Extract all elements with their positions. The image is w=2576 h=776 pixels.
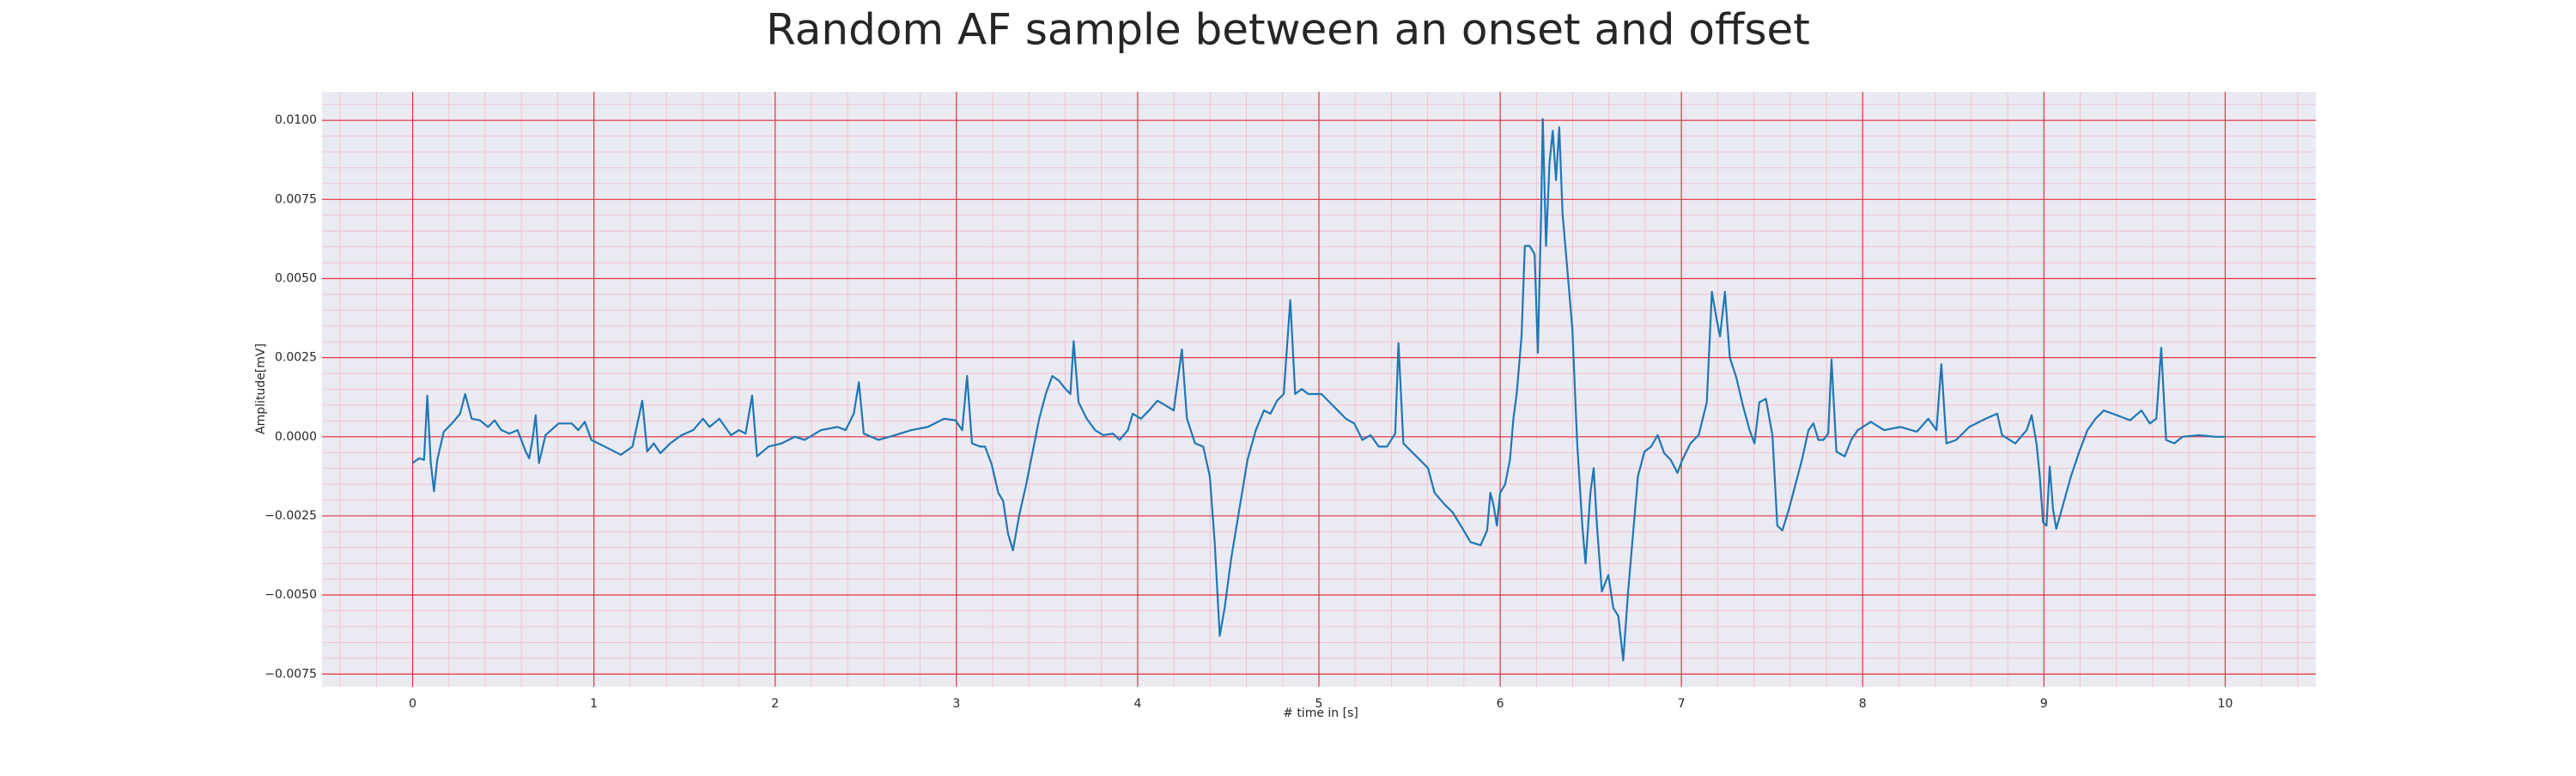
x-tick-label: 1 bbox=[590, 697, 598, 711]
y-tick-label: 0.0100 bbox=[275, 113, 317, 127]
y-tick-label: 0.0075 bbox=[275, 192, 317, 206]
x-tick-label: 0 bbox=[409, 697, 416, 711]
x-tick-label: 9 bbox=[2040, 697, 2048, 711]
x-tick-label: 6 bbox=[1497, 697, 1504, 711]
x-tick-label: 5 bbox=[1315, 697, 1323, 711]
y-tick-label: 0.0050 bbox=[275, 271, 317, 285]
x-tick-label: 4 bbox=[1133, 697, 1141, 711]
x-axis-label: # time in [s] bbox=[1283, 706, 1358, 720]
y-tick-label: −0.0050 bbox=[264, 588, 317, 602]
y-tick-label: −0.0075 bbox=[264, 667, 317, 681]
x-tick-label: 7 bbox=[1678, 697, 1686, 711]
y-tick-label: −0.0025 bbox=[264, 509, 317, 523]
x-tick-label: 8 bbox=[1859, 697, 1867, 711]
y-tick-label: 0.0000 bbox=[275, 430, 317, 444]
chart-title: Random AF sample between an onset and of… bbox=[766, 5, 1810, 55]
x-tick-label: 2 bbox=[771, 697, 779, 711]
signal-line bbox=[411, 118, 2226, 662]
x-tick-label: 3 bbox=[952, 697, 960, 711]
y-axis-label: Amplitude[mV] bbox=[254, 343, 268, 434]
y-tick-label: 0.0025 bbox=[275, 351, 317, 365]
x-tick-label: 10 bbox=[2218, 697, 2233, 711]
